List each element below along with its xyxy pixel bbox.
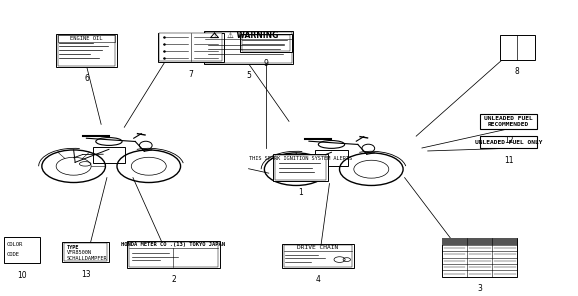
Bar (206, 32, 292, 63)
Text: UNLEADED FUEL
RECOMMENDED: UNLEADED FUEL RECOMMENDED (484, 116, 533, 127)
Text: ENGINE OIL: ENGINE OIL (71, 36, 103, 41)
Bar (58, 35, 116, 66)
Text: VFR8500N: VFR8500N (66, 250, 91, 255)
Bar (480, 114, 537, 129)
Bar (158, 33, 224, 62)
Bar (242, 35, 290, 51)
Text: 7: 7 (188, 70, 193, 78)
Text: 5: 5 (246, 71, 251, 80)
Bar (316, 150, 348, 166)
Bar (500, 35, 535, 60)
Bar (282, 244, 354, 268)
Text: CODE: CODE (7, 252, 20, 258)
Text: SCHALLDAMPFER: SCHALLDAMPFER (66, 256, 107, 261)
Bar (160, 33, 222, 61)
Text: THIS SPARK IGNITION SYSTEM ALERTS: THIS SPARK IGNITION SYSTEM ALERTS (249, 156, 352, 161)
Bar (273, 154, 328, 181)
Bar (480, 136, 537, 148)
Text: DRIVE CHAIN: DRIVE CHAIN (297, 245, 339, 250)
Text: 13: 13 (81, 270, 90, 279)
Bar (127, 241, 220, 268)
Bar (64, 243, 107, 261)
Bar (62, 242, 109, 262)
Bar (275, 155, 326, 180)
Text: 6: 6 (84, 74, 89, 83)
Bar (58, 35, 116, 42)
Text: 12: 12 (504, 136, 513, 145)
Text: 8: 8 (515, 67, 520, 76)
Bar (92, 147, 125, 163)
Text: TYPE: TYPE (66, 245, 79, 250)
Text: !: ! (213, 33, 216, 38)
Text: HONDA METER CO .(13) TOKYO JAPAN: HONDA METER CO .(13) TOKYO JAPAN (121, 242, 225, 247)
Text: 11: 11 (504, 156, 513, 165)
Bar (4, 237, 40, 263)
Text: 2: 2 (171, 275, 176, 284)
Text: ⚠ WARNING: ⚠ WARNING (227, 31, 279, 40)
Text: 3: 3 (477, 284, 482, 293)
Bar (442, 238, 517, 245)
Text: 4: 4 (316, 275, 320, 284)
Bar (203, 31, 293, 64)
Text: 1: 1 (298, 188, 303, 197)
Text: COLOR: COLOR (7, 242, 23, 247)
Bar (442, 238, 517, 277)
Text: UNLEADED FUEL ONLY: UNLEADED FUEL ONLY (475, 140, 542, 144)
Text: 10: 10 (17, 271, 27, 280)
Bar (57, 34, 117, 67)
Bar (240, 34, 292, 52)
Bar (284, 245, 353, 267)
Bar (129, 242, 218, 267)
Text: 9: 9 (264, 59, 268, 68)
